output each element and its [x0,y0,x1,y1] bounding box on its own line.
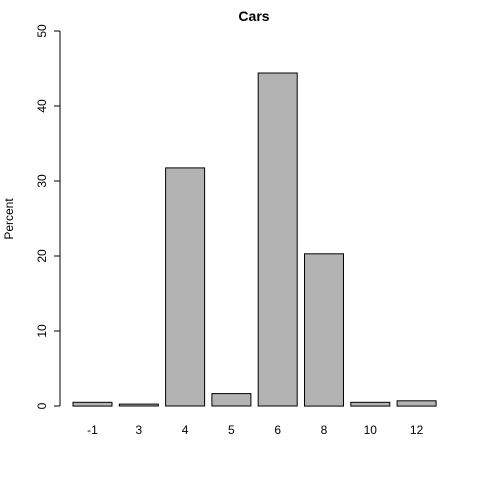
chart-title: Cars [238,8,269,24]
y-tick-label: 0 [35,402,49,409]
bar--1 [72,401,113,407]
x-tick-label: 10 [364,423,378,437]
x-tick-label: 6 [274,423,281,437]
bar-5 [211,393,252,407]
x-tick-label: 8 [321,423,328,437]
y-tick-label: 10 [35,324,49,338]
x-tick-label: -1 [87,423,98,437]
y-tick-label: 20 [35,249,49,263]
bar-10 [350,401,391,407]
bars-group [72,72,437,407]
bar-4 [165,167,206,407]
y-tick-label: 40 [35,99,49,113]
bar-3 [118,403,159,407]
bar-8 [304,253,344,407]
x-tick-label: 12 [410,423,424,437]
y-tick-label: 50 [35,24,49,38]
x-tick-label: 3 [135,423,142,437]
bar-12 [396,400,437,407]
y-tick-label: 30 [35,174,49,188]
y-axis: 0 10 20 30 40 50 [35,24,61,409]
y-axis-label: Percent [2,198,16,240]
x-tick-label: 5 [228,423,235,437]
x-axis-tick-labels: -1 3 4 5 6 8 10 12 [87,423,423,437]
x-tick-label: 4 [182,423,189,437]
bar-6 [257,72,298,407]
